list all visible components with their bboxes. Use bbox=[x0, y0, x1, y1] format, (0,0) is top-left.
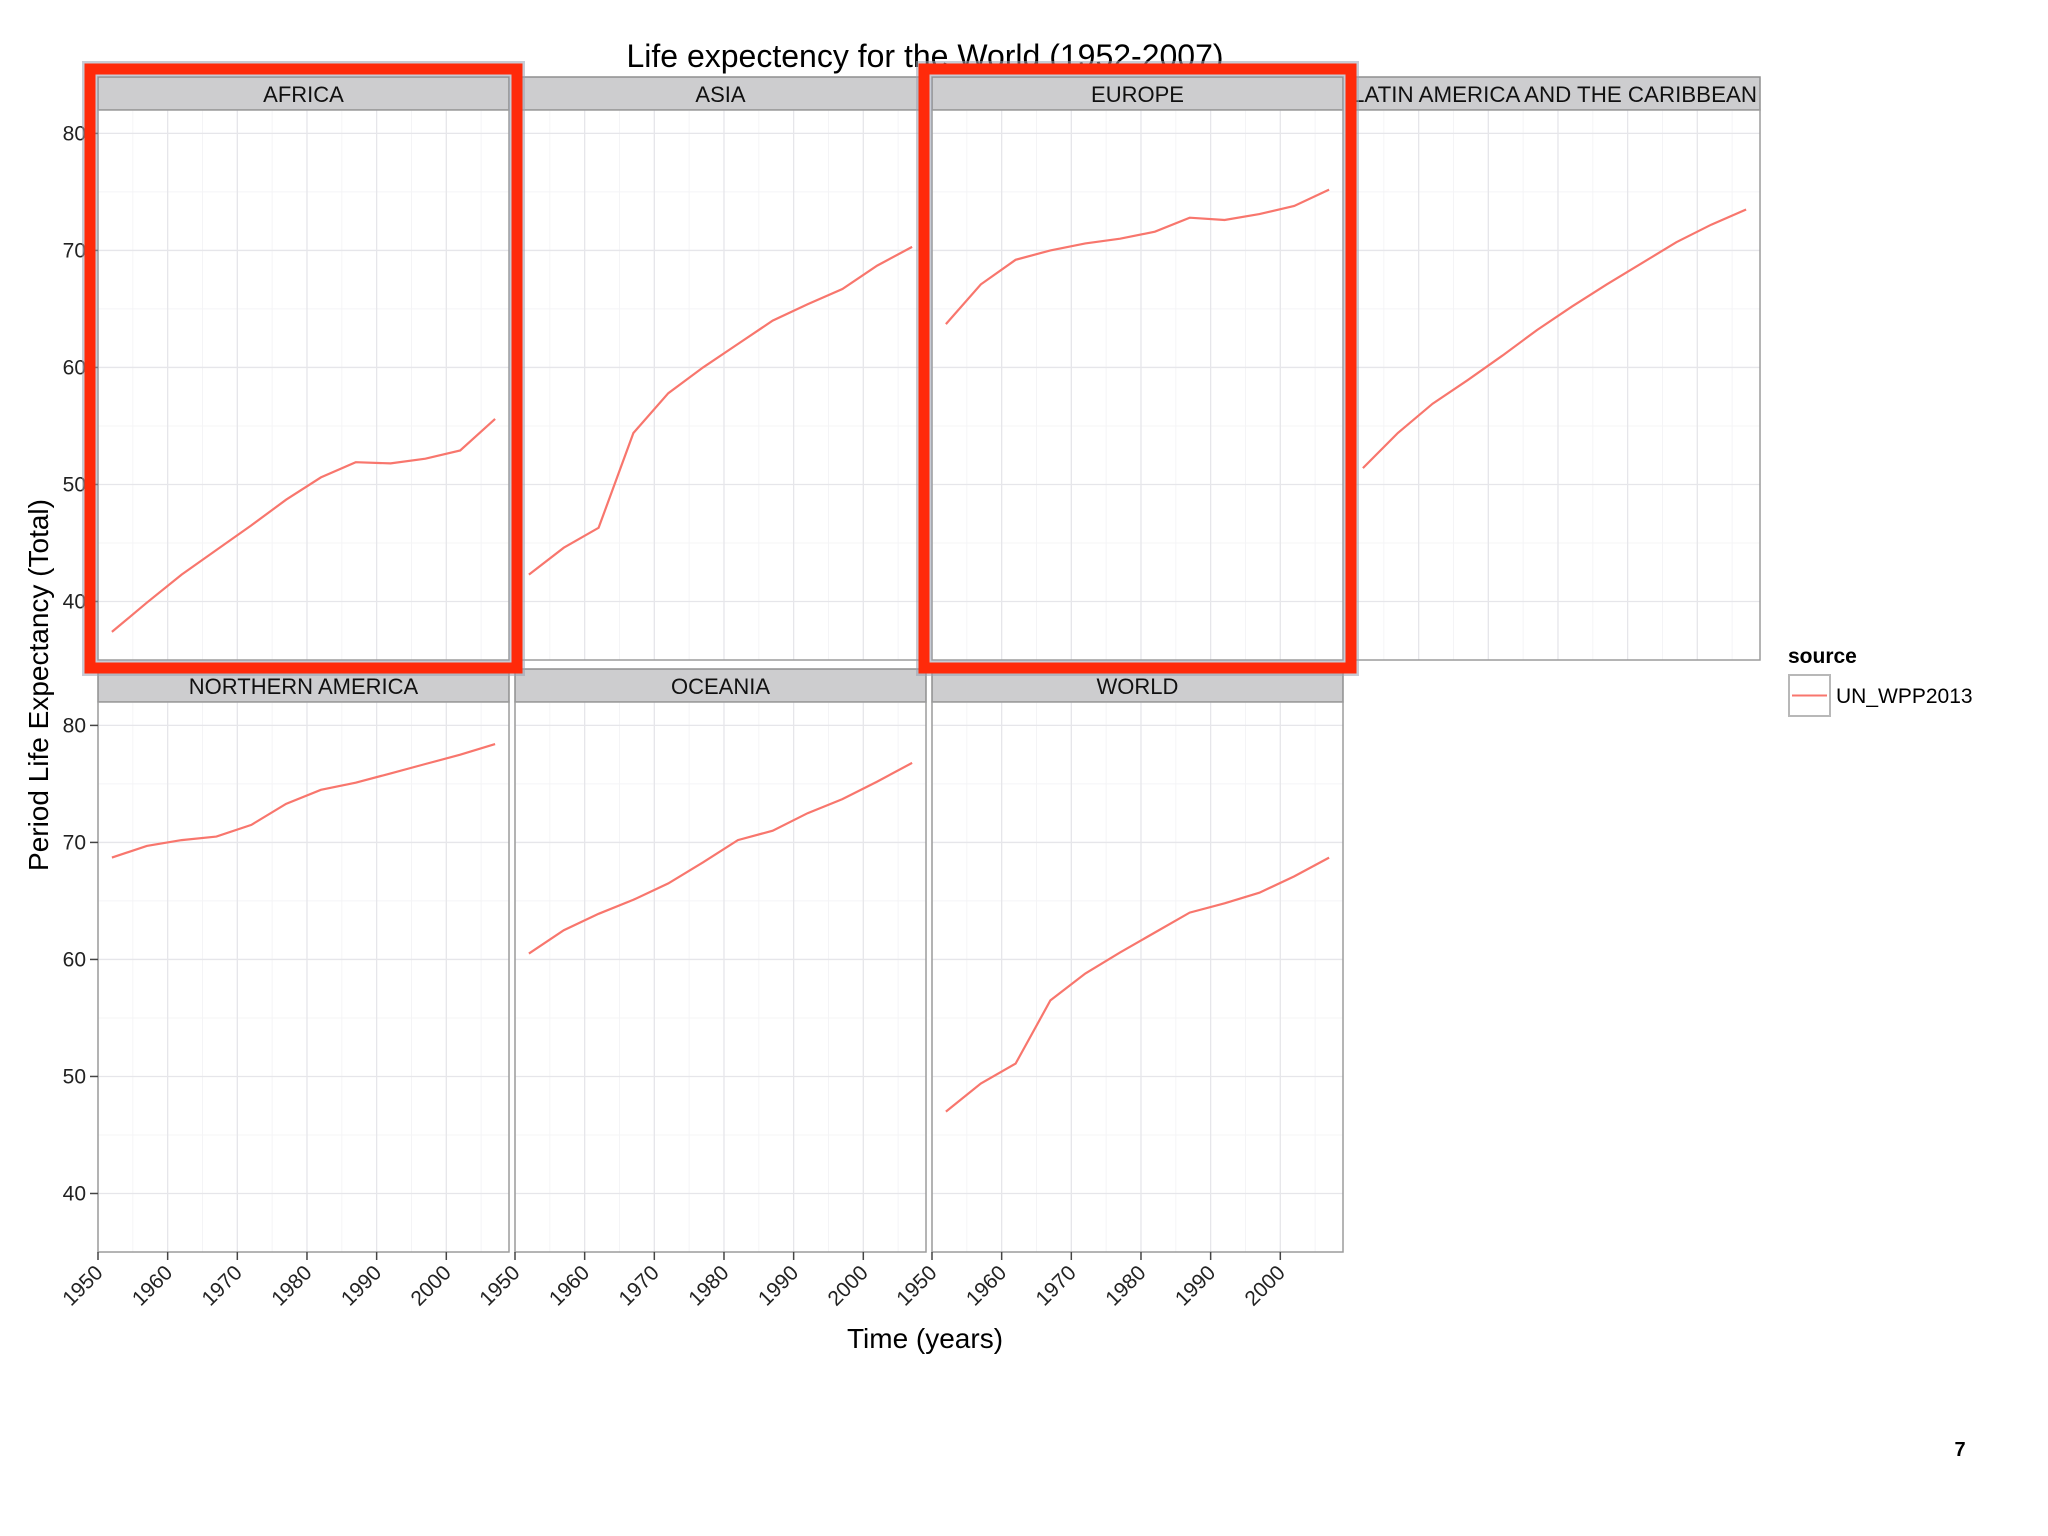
x-tick-label: 1960 bbox=[962, 1261, 1011, 1310]
x-tick-label: 2000 bbox=[824, 1261, 873, 1310]
panel-europe: EUROPE bbox=[931, 76, 1344, 661]
y-tick-label: 50 bbox=[63, 1065, 86, 1088]
series-line-world bbox=[945, 856, 1330, 1113]
y-tick-label: 80 bbox=[63, 714, 86, 737]
panel-background bbox=[515, 110, 926, 660]
x-tick-label: 1990 bbox=[1171, 1261, 1220, 1310]
x-tick-label: 1950 bbox=[892, 1261, 941, 1310]
x-tick-label: 1960 bbox=[128, 1261, 177, 1310]
panel-background bbox=[1349, 110, 1760, 660]
highlight-box-africa bbox=[84, 63, 523, 674]
panel-background bbox=[932, 702, 1343, 1252]
x-tick-label: 1970 bbox=[198, 1261, 247, 1310]
panel-background bbox=[98, 110, 509, 660]
y-tick-label: 40 bbox=[63, 1182, 86, 1205]
x-axis-title: Time (years) bbox=[847, 1323, 1003, 1354]
panels-layer: AFRICA ASIA EUROPE LATIN AMERICA AND THE CA… bbox=[97, 76, 1761, 1253]
panel-strip-label: WORLD bbox=[1097, 674, 1179, 699]
x-tick-label: 1950 bbox=[475, 1261, 524, 1310]
panel-background bbox=[98, 702, 509, 1252]
series-line-asia bbox=[528, 245, 913, 576]
y-axes: 40 50 60 70 80 40 50 60 70 80 bbox=[63, 122, 98, 1205]
x-tick-label: 1970 bbox=[615, 1261, 664, 1310]
x-tick-label: 1950 bbox=[58, 1261, 107, 1310]
panel-background bbox=[932, 110, 1343, 660]
panel-strip-label: ASIA bbox=[695, 82, 745, 107]
panel-strip-label: AFRICA bbox=[263, 82, 344, 107]
y-tick-label: 70 bbox=[63, 239, 86, 262]
panel-strip bbox=[514, 668, 927, 703]
page-number: 7 bbox=[1954, 1439, 1965, 1461]
panel-asia: ASIA bbox=[514, 76, 927, 661]
panel-border bbox=[97, 701, 510, 1253]
series-line-northern-america bbox=[111, 743, 496, 859]
x-tick-label: 1990 bbox=[754, 1261, 803, 1310]
x-tick-label: 1970 bbox=[1032, 1261, 1081, 1310]
x-tick-label: 1980 bbox=[1101, 1261, 1150, 1310]
x-axes: 1950 1960 1970 1980 1990 2000 1950 1960 1970 1980… bbox=[58, 1252, 1290, 1311]
panel-latin-america-and-the-caribbean: LATIN AMERICA AND THE CARIBBEAN bbox=[1348, 76, 1761, 661]
panel-strip bbox=[97, 76, 510, 111]
y-tick-label: 60 bbox=[63, 356, 86, 379]
series-line-europe bbox=[945, 188, 1330, 325]
panel-strip-label: NORTHERN AMERICA bbox=[189, 674, 419, 699]
x-tick-label: 1960 bbox=[545, 1261, 594, 1310]
panel-oceania: OCEANIA bbox=[514, 668, 927, 1253]
panel-strip-label: OCEANIA bbox=[671, 674, 770, 699]
y-tick-label: 70 bbox=[63, 831, 86, 854]
x-tick-label: 2000 bbox=[1241, 1261, 1290, 1310]
highlight-layer bbox=[82, 61, 1359, 676]
legend: source UN_WPP2013 bbox=[1788, 645, 1973, 717]
y-tick-label: 50 bbox=[63, 473, 86, 496]
series-line-oceania bbox=[528, 761, 913, 955]
panel-strip-label: LATIN AMERICA AND THE CARIBBEAN bbox=[1352, 82, 1757, 107]
series-line-latin-america-and-the-caribbean bbox=[1362, 208, 1747, 469]
panel-strip bbox=[1348, 76, 1761, 111]
legend-label: UN_WPP2013 bbox=[1836, 685, 1973, 708]
y-tick-label: 60 bbox=[63, 948, 86, 971]
x-tick-label: 2000 bbox=[407, 1261, 456, 1310]
panel-strip-label: EUROPE bbox=[1091, 82, 1184, 107]
legend-title: source bbox=[1788, 645, 1857, 668]
panel-border bbox=[514, 701, 927, 1253]
x-tick-label: 1990 bbox=[337, 1261, 386, 1310]
y-tick-label: 40 bbox=[63, 590, 86, 613]
series-line-africa bbox=[111, 418, 496, 633]
highlight-box-europe bbox=[918, 63, 1357, 674]
panel-strip bbox=[931, 76, 1344, 111]
panel-africa: AFRICA bbox=[97, 76, 510, 661]
x-tick-label: 1980 bbox=[267, 1261, 316, 1310]
panel-background bbox=[515, 702, 926, 1252]
panel-border bbox=[931, 701, 1344, 1253]
y-axis-title: Period Life Expectancy (Total) bbox=[23, 499, 54, 871]
x-tick-label: 1980 bbox=[684, 1261, 733, 1310]
panel-northern-america: NORTHERN AMERICA bbox=[97, 668, 510, 1253]
y-tick-label: 80 bbox=[63, 122, 86, 145]
panel-world: WORLD bbox=[931, 668, 1344, 1253]
